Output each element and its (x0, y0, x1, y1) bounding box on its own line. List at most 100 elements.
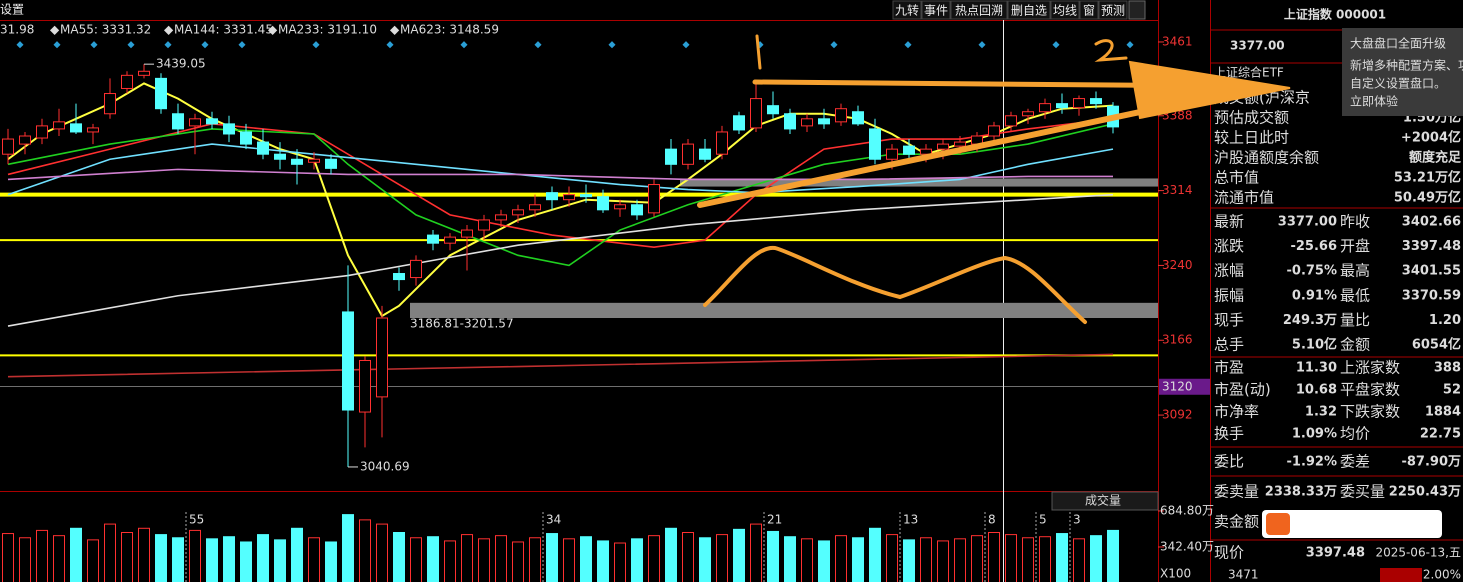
volume-tick-label: 684.80万 (1160, 503, 1214, 517)
etf-link[interactable]: 上证综合ETF (1214, 65, 1284, 80)
quote-value: 5.10亿 (1292, 337, 1337, 353)
ma-line (7, 353, 1114, 378)
quote-label: 委卖量 (1214, 483, 1259, 501)
volume-bar (580, 536, 592, 582)
quote-value: 3397.48 (1402, 239, 1461, 254)
candle-body (733, 115, 745, 131)
tooltip-link[interactable]: 立即体验 (1350, 94, 1398, 109)
quote-label: 涨跌 (1214, 237, 1244, 255)
candle-body (342, 311, 354, 411)
tooltip-line[interactable]: 新增多种配置方案、功 (1350, 58, 1463, 73)
stat-label: 沪股通额度余额 (1214, 149, 1319, 167)
candle-body (53, 121, 65, 130)
volume-bar (971, 535, 983, 582)
candle-body (597, 196, 609, 211)
toolbar-button[interactable] (921, 0, 951, 20)
candle-body (461, 229, 473, 238)
candle-body (835, 108, 847, 123)
toolbar-button-label[interactable]: 均线 (1053, 4, 1077, 18)
candle-body (308, 158, 320, 163)
signal-diamond (16, 41, 24, 49)
quote-label: 现手 (1214, 311, 1244, 329)
band-label: 3186.81-3201.57 (410, 317, 514, 331)
toolbar-button[interactable] (1007, 0, 1051, 20)
signal-diamond (164, 41, 172, 49)
ime-toolbar[interactable] (1262, 510, 1442, 538)
tooltip-line[interactable]: 自定义设置盘口。 (1350, 76, 1446, 91)
quote-value: 249.3万 (1283, 313, 1337, 328)
quote-label: 委差 (1340, 453, 1370, 471)
candle-body (631, 204, 643, 216)
collapse-button[interactable] (1128, 0, 1146, 20)
toolbar-button[interactable] (950, 0, 1008, 20)
toolbar-button-label[interactable]: 热点回溯 (955, 3, 1003, 18)
volume-bar (1090, 535, 1102, 582)
tooltip-title[interactable]: 大盘盘口全面升级 (1350, 36, 1446, 51)
ma-legend: MA233: 3191.10 (278, 23, 377, 37)
volume-bar (189, 529, 201, 582)
volume-unit: X100 (1160, 567, 1191, 581)
quote-title: 上证指数 000001 (1284, 7, 1386, 22)
toolbar-button-label[interactable]: 九转 (895, 3, 919, 18)
volume-bar (682, 532, 694, 582)
volume-bar (274, 539, 286, 582)
tooltip-box[interactable] (1342, 28, 1463, 116)
quote-value: 6054亿 (1412, 337, 1461, 353)
candle-body (614, 204, 626, 210)
candle-body (70, 123, 82, 133)
volume-bar (2, 533, 14, 582)
toolbar-button[interactable] (1079, 0, 1099, 20)
legend-marker: ◆ (268, 23, 278, 37)
candle-body (240, 131, 252, 145)
volume-bar (376, 523, 388, 582)
toolbar-button-label[interactable]: 事件 (924, 4, 948, 18)
candle-body (801, 118, 813, 127)
candle-body (1039, 103, 1051, 113)
signal-diamond (127, 41, 135, 49)
volume-title[interactable]: 成交量 (1085, 493, 1121, 508)
candle-body (1073, 98, 1085, 109)
volume-bar (801, 538, 813, 582)
quote-label: 最低 (1340, 286, 1370, 304)
toolbar-button-label[interactable]: 删自选 (1011, 4, 1047, 18)
current-label: 现价 (1214, 544, 1244, 562)
volume-bar (1056, 533, 1068, 582)
quote-label: 最高 (1340, 262, 1370, 280)
stat-value: 额度充足 (1409, 150, 1462, 166)
candle-body (19, 135, 31, 145)
volume-bar (53, 535, 65, 582)
candle-body (2, 138, 14, 155)
toolbar-button[interactable] (892, 0, 922, 20)
volume-bar (665, 527, 677, 582)
volume-bar (240, 541, 252, 582)
candle-body (767, 105, 779, 115)
ma-line (7, 168, 1113, 181)
quote-label: 委买量 (1340, 483, 1385, 501)
toolbar-button[interactable] (1050, 0, 1080, 20)
signal-diamond (830, 41, 838, 49)
volume-bar (1005, 534, 1017, 582)
volume-title-box[interactable] (1051, 491, 1159, 511)
toolbar-button[interactable] (1098, 0, 1128, 20)
quote-label: 平盘家数 (1340, 381, 1400, 399)
settings[interactable]: 设置 (0, 3, 24, 17)
crosshair-tag (1159, 378, 1210, 395)
gray-band (410, 302, 1158, 319)
volume-bar (920, 537, 932, 582)
toolbar-button-label[interactable]: 窗 (1083, 4, 1095, 18)
count-label: 5 (1039, 513, 1047, 527)
stat-label: 总市值 (1214, 169, 1259, 187)
volume-bar (342, 514, 354, 582)
quote-value: 3377.00 (1278, 215, 1337, 230)
volume-bar (767, 530, 779, 582)
legend-marker: ◆ (50, 23, 60, 37)
toolbar-button-label[interactable]: 预测 (1101, 4, 1125, 18)
sell-amount-label: 卖金额 (1214, 513, 1259, 531)
drawn-curve (703, 245, 1087, 324)
quote-label: 下跌家数 (1340, 403, 1400, 421)
volume-bar (36, 529, 48, 582)
volume-bar (835, 535, 847, 582)
ma-legend: 31.98 (0, 23, 34, 37)
quote-value: 1.20 (1429, 313, 1461, 328)
candle-body (138, 70, 150, 76)
